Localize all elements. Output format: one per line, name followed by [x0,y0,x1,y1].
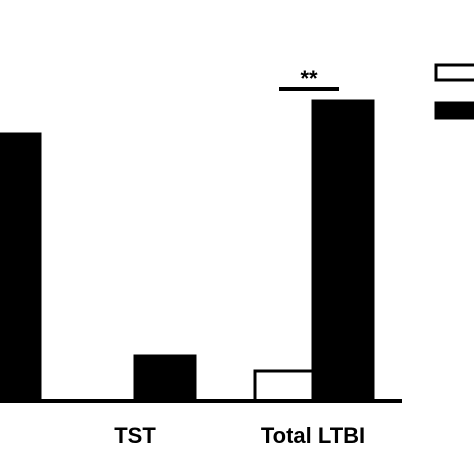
bar-series-0-total-ltbi [253,369,317,403]
significance-label: ** [300,66,318,91]
legend-swatch-1 [434,101,474,120]
x-ticks-layer: TST Total LTBI [114,423,365,448]
legend [434,63,474,120]
bar-series-1-tst [133,354,197,403]
bars-layer [0,99,375,403]
bar-series-1-total-ltbi [311,99,375,403]
bar-series-1-category-0 [0,132,42,403]
annotations-layer: ** [279,66,339,91]
legend-swatch-0 [434,63,474,82]
x-tick-label: Total LTBI [261,423,365,448]
x-tick-label: TST [114,423,156,448]
